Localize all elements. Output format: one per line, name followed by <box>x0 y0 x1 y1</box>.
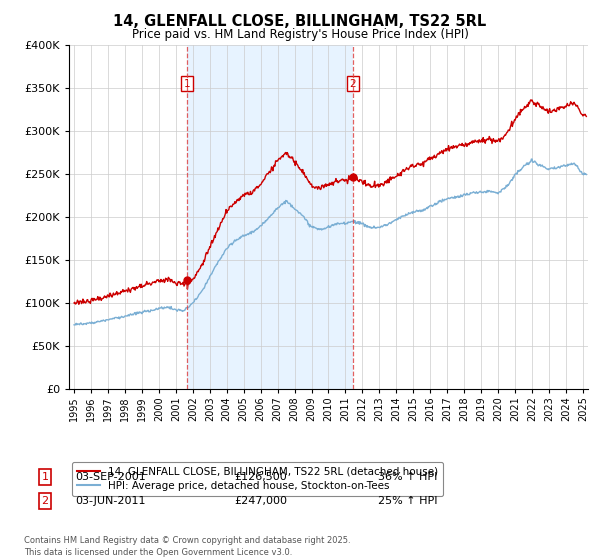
Text: 14, GLENFALL CLOSE, BILLINGHAM, TS22 5RL: 14, GLENFALL CLOSE, BILLINGHAM, TS22 5RL <box>113 14 487 29</box>
Text: £126,500: £126,500 <box>234 472 287 482</box>
Text: Price paid vs. HM Land Registry's House Price Index (HPI): Price paid vs. HM Land Registry's House … <box>131 28 469 41</box>
Text: 03-SEP-2001: 03-SEP-2001 <box>75 472 146 482</box>
Text: 1: 1 <box>41 472 49 482</box>
Text: 03-JUN-2011: 03-JUN-2011 <box>75 496 146 506</box>
Legend: 14, GLENFALL CLOSE, BILLINGHAM, TS22 5RL (detached house), HPI: Average price, d: 14, GLENFALL CLOSE, BILLINGHAM, TS22 5RL… <box>71 461 443 496</box>
Text: £247,000: £247,000 <box>234 496 287 506</box>
Text: 25% ↑ HPI: 25% ↑ HPI <box>378 496 437 506</box>
Text: 2: 2 <box>41 496 49 506</box>
Text: Contains HM Land Registry data © Crown copyright and database right 2025.
This d: Contains HM Land Registry data © Crown c… <box>24 536 350 557</box>
Text: 36% ↑ HPI: 36% ↑ HPI <box>378 472 437 482</box>
Text: 1: 1 <box>184 78 191 88</box>
Text: 2: 2 <box>349 78 356 88</box>
Bar <box>187 45 353 389</box>
